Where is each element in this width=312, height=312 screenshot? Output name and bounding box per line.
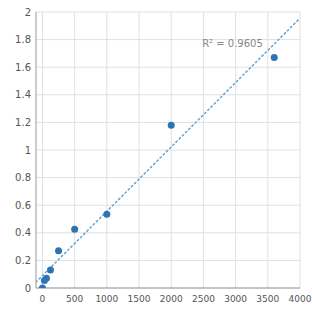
- y-axis-line: [36, 12, 37, 288]
- grid-line-y: [36, 205, 300, 206]
- y-tick-label: 1.4: [15, 89, 31, 100]
- x-tick-label: 3500: [256, 294, 279, 304]
- y-tick-label: 1.8: [15, 34, 31, 45]
- x-axis-line: [36, 288, 300, 289]
- x-tick-label: 1000: [95, 294, 118, 304]
- scatter-point: [271, 54, 278, 61]
- grid-line-x: [235, 12, 236, 288]
- x-tick-label: 2500: [192, 294, 215, 304]
- grid-line-x: [203, 12, 204, 288]
- grid-line-y: [36, 122, 300, 123]
- chart-container: 0 0.2 0.4 0.6 0.8 1 1.2 1.4 1.6 1.8 2 0 500 1000 1500 2…: [0, 0, 312, 312]
- plot-area: [36, 18, 300, 288]
- x-tick-label: 0: [40, 294, 46, 304]
- grid-line-y: [36, 288, 300, 289]
- y-tick-label: 1.6: [15, 62, 31, 73]
- y-tick-label: 0.8: [15, 172, 31, 183]
- scatter-point: [47, 267, 54, 274]
- y-tick-label: 1.2: [15, 117, 31, 128]
- scatter-point: [71, 226, 78, 233]
- scatter-point: [39, 285, 46, 289]
- y-tick-label: 0.2: [15, 255, 31, 266]
- y-tick-label: 0.4: [15, 227, 31, 238]
- x-tick-label: 4000: [289, 294, 312, 304]
- grid-line-x: [171, 12, 172, 288]
- x-tick-label: 1500: [128, 294, 151, 304]
- scatter-point: [168, 122, 175, 129]
- grid-line-x: [139, 12, 140, 288]
- grid-line-y: [36, 177, 300, 178]
- y-tick-label: 0.6: [15, 200, 31, 211]
- chart: 0 0.2 0.4 0.6 0.8 1 1.2 1.4 1.6 1.8 2 0 500 1000 1500 2…: [0, 0, 312, 312]
- grid-line-x: [106, 12, 107, 288]
- y-tick-label: 2: [25, 7, 31, 18]
- y-tick-label: 0: [25, 283, 31, 294]
- grid-line-y: [36, 260, 300, 261]
- x-tick-label: 2000: [160, 294, 183, 304]
- tick-labels: 0 0.2 0.4 0.6 0.8 1 1.2 1.4 1.6 1.8 2 0 500 1000 1500 2…: [15, 7, 312, 305]
- grid-line-x: [74, 12, 75, 288]
- annotation: R² = 0.9605: [202, 38, 263, 49]
- grid-line-x: [300, 12, 301, 288]
- trend-line: [36, 18, 300, 282]
- grid-line-y: [36, 94, 300, 95]
- scatter-point: [43, 275, 50, 282]
- grid: [36, 12, 300, 288]
- scatter-point: [55, 247, 62, 254]
- grid-line-y: [36, 67, 300, 68]
- grid-line-y: [36, 12, 300, 13]
- grid-line-x: [267, 12, 268, 288]
- y-tick-label: 1: [25, 145, 31, 156]
- x-tick-label: 500: [66, 294, 83, 304]
- x-tick-label: 3000: [224, 294, 247, 304]
- scatter-point: [103, 211, 110, 218]
- grid-line-x: [42, 12, 43, 288]
